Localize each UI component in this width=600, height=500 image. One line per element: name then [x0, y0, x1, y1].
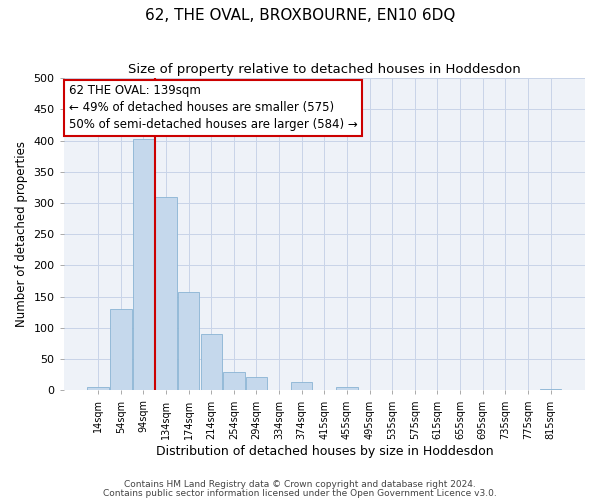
Bar [246, 376, 267, 390]
Bar [336, 388, 358, 390]
Y-axis label: Number of detached properties: Number of detached properties [15, 141, 28, 327]
Bar [200, 334, 222, 390]
Bar [155, 197, 177, 390]
Bar [223, 372, 245, 390]
X-axis label: Distribution of detached houses by size in Hoddesdon: Distribution of detached houses by size … [155, 444, 493, 458]
Title: Size of property relative to detached houses in Hoddesdon: Size of property relative to detached ho… [128, 62, 521, 76]
Bar [88, 388, 109, 390]
Text: 62, THE OVAL, BROXBOURNE, EN10 6DQ: 62, THE OVAL, BROXBOURNE, EN10 6DQ [145, 8, 455, 22]
Bar [540, 388, 562, 390]
Bar [110, 309, 131, 390]
Bar [133, 138, 154, 390]
Text: Contains HM Land Registry data © Crown copyright and database right 2024.: Contains HM Land Registry data © Crown c… [124, 480, 476, 489]
Text: Contains public sector information licensed under the Open Government Licence v3: Contains public sector information licen… [103, 488, 497, 498]
Bar [178, 292, 199, 390]
Bar [291, 382, 313, 390]
Text: 62 THE OVAL: 139sqm
← 49% of detached houses are smaller (575)
50% of semi-detac: 62 THE OVAL: 139sqm ← 49% of detached ho… [69, 84, 358, 132]
